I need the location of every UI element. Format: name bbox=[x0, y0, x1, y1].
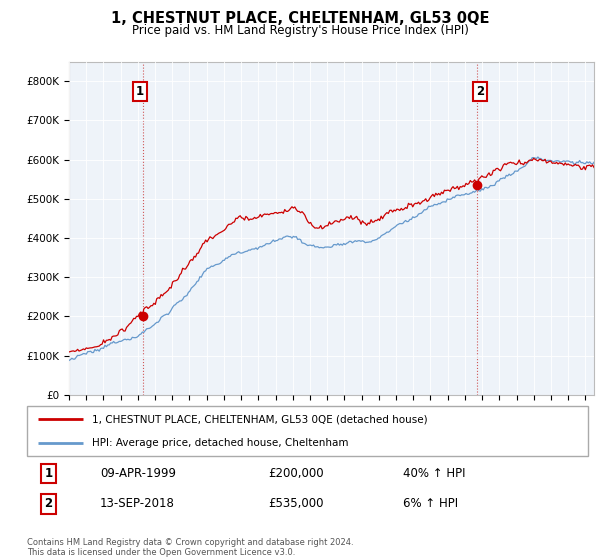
Text: 13-SEP-2018: 13-SEP-2018 bbox=[100, 497, 175, 510]
Text: 1, CHESTNUT PLACE, CHELTENHAM, GL53 0QE: 1, CHESTNUT PLACE, CHELTENHAM, GL53 0QE bbox=[111, 11, 489, 26]
Text: £200,000: £200,000 bbox=[268, 467, 324, 480]
Text: 2: 2 bbox=[44, 497, 52, 510]
Text: Contains HM Land Registry data © Crown copyright and database right 2024.
This d: Contains HM Land Registry data © Crown c… bbox=[27, 538, 353, 557]
Text: Price paid vs. HM Land Registry's House Price Index (HPI): Price paid vs. HM Land Registry's House … bbox=[131, 24, 469, 36]
FancyBboxPatch shape bbox=[27, 406, 588, 456]
Text: 1: 1 bbox=[136, 85, 144, 98]
Text: 1, CHESTNUT PLACE, CHELTENHAM, GL53 0QE (detached house): 1, CHESTNUT PLACE, CHELTENHAM, GL53 0QE … bbox=[92, 414, 427, 424]
Text: 6% ↑ HPI: 6% ↑ HPI bbox=[403, 497, 458, 510]
Text: 40% ↑ HPI: 40% ↑ HPI bbox=[403, 467, 466, 480]
Text: 1: 1 bbox=[44, 467, 52, 480]
Text: 2: 2 bbox=[476, 85, 484, 98]
Text: HPI: Average price, detached house, Cheltenham: HPI: Average price, detached house, Chel… bbox=[92, 438, 348, 449]
Text: £535,000: £535,000 bbox=[268, 497, 324, 510]
Text: 09-APR-1999: 09-APR-1999 bbox=[100, 467, 176, 480]
